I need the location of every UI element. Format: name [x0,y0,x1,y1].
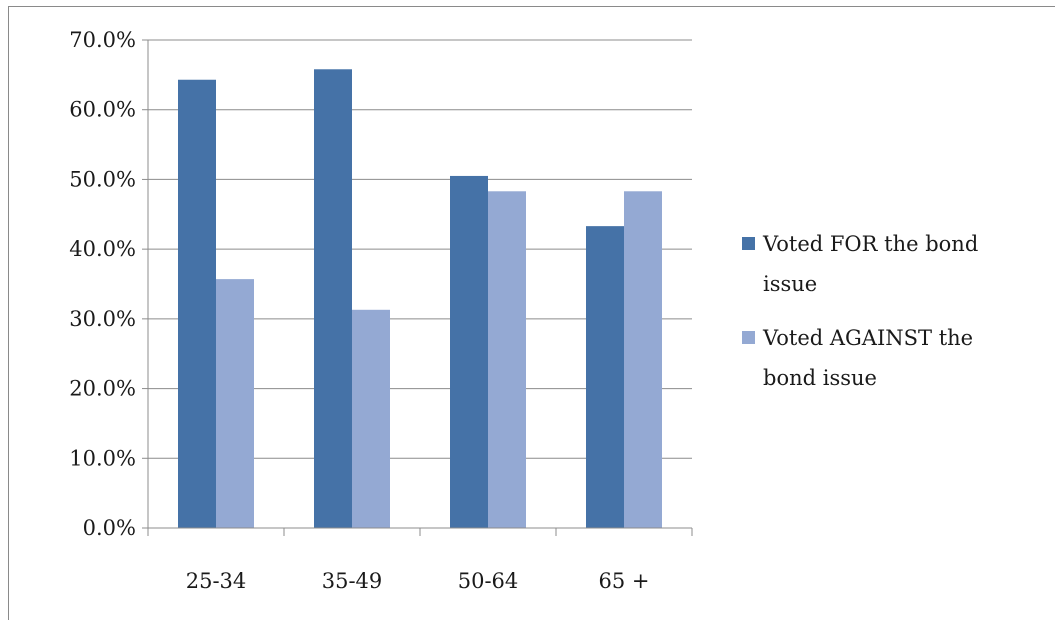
x-tick-labels: 25-34 35-49 50-64 65 + [186,569,650,593]
y-tick-label: 70.0% [69,28,136,52]
x-tick-label: 35-49 [322,569,383,593]
bar [178,79,216,528]
bar [216,279,254,528]
bar [352,309,390,528]
y-tick-label: 30.0% [69,307,136,331]
y-tick-labels: 0.0% 10.0% 20.0% 30.0% 40.0% 50.0% 60.0% 70.0% [69,28,136,540]
legend-swatch [742,331,755,344]
bar [586,226,624,528]
x-tick-label: 50-64 [458,569,519,593]
bar [314,69,352,528]
bar [450,175,488,528]
y-tick-label: 60.0% [69,98,136,122]
y-tick-label: 0.0% [83,516,136,540]
legend-label: bond issue [763,366,877,390]
legend-label: Voted FOR the bond [762,232,978,256]
legend-label: issue [763,272,817,296]
bars [178,69,662,528]
bar [624,191,662,528]
x-tick-label: 25-34 [186,569,247,593]
legend-label: Voted AGAINST the [762,326,973,350]
bar [488,191,526,528]
y-tick-label: 50.0% [69,167,136,191]
axes [142,39,693,536]
x-tick-label: 65 + [599,569,650,593]
y-tick-label: 10.0% [69,446,136,470]
legend: Voted FOR the bond issue Voted AGAINST the… [742,232,978,390]
legend-swatch [742,237,755,250]
chart-frame [8,6,1055,620]
y-tick-label: 20.0% [69,377,136,401]
y-tick-label: 40.0% [69,237,136,261]
